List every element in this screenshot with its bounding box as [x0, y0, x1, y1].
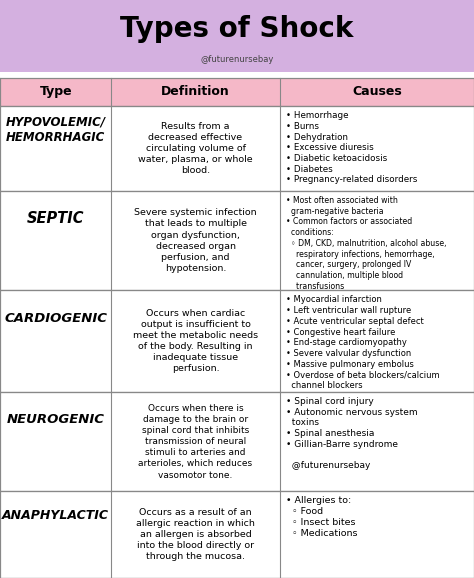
Text: Types of Shock: Types of Shock	[120, 15, 354, 43]
Text: NEUROGENIC: NEUROGENIC	[7, 413, 105, 427]
Text: • Most often associated with
  gram-negative bacteria
• Common factors or associ: • Most often associated with gram-negati…	[286, 196, 446, 291]
Text: • Spinal cord injury
• Autonomic nervous system
  toxins
• Spinal anesthesia
• G: • Spinal cord injury • Autonomic nervous…	[286, 397, 417, 470]
Text: Causes: Causes	[352, 86, 401, 98]
Text: • Allergies to:
  ◦ Food
  ◦ Insect bites
  ◦ Medications: • Allergies to: ◦ Food ◦ Insect bites ◦ …	[286, 497, 357, 538]
Text: Results from a
decreased effective
circulating volume of
water, plasma, or whole: Results from a decreased effective circu…	[138, 122, 253, 175]
Text: Occurs when there is
damage to the brain or
spinal cord that inhibits
transmissi: Occurs when there is damage to the brain…	[138, 404, 253, 480]
Text: Type: Type	[39, 86, 72, 98]
Bar	[0, 290, 474, 392]
Text: • Hemorrhage
• Burns
• Dehydration
• Excessive diuresis
• Diabetic ketoacidosis
: • Hemorrhage • Burns • Dehydration • Exc…	[286, 111, 417, 184]
Text: ANAPHYLACTIC: ANAPHYLACTIC	[2, 509, 109, 522]
Bar	[0, 191, 474, 290]
Text: HYPOVOLEMIC/
HEMORRHAGIC: HYPOVOLEMIC/ HEMORRHAGIC	[6, 116, 106, 144]
Bar	[0, 0, 474, 72]
Text: Occurs as a result of an
allergic reaction in which
an allergen is absorbed
into: Occurs as a result of an allergic reacti…	[136, 508, 255, 561]
Text: SEPTIC: SEPTIC	[27, 211, 84, 226]
Text: • Myocardial infarction
• Left ventricular wall rupture
• Acute ventricular sept: • Myocardial infarction • Left ventricul…	[286, 295, 439, 390]
Bar	[0, 491, 474, 578]
Bar	[0, 78, 474, 106]
Text: @futurenursebay: @futurenursebay	[201, 54, 273, 64]
Text: Occurs when cardiac
output is insufficient to
meet the metabolic needs
of the bo: Occurs when cardiac output is insufficie…	[133, 309, 258, 373]
Bar	[0, 106, 474, 191]
Text: Severe systemic infection
that leads to multiple
organ dysfunction,
decreased or: Severe systemic infection that leads to …	[134, 208, 257, 273]
Text: Definition: Definition	[161, 86, 230, 98]
Text: CARDIOGENIC: CARDIOGENIC	[4, 312, 107, 325]
Bar	[0, 392, 474, 491]
